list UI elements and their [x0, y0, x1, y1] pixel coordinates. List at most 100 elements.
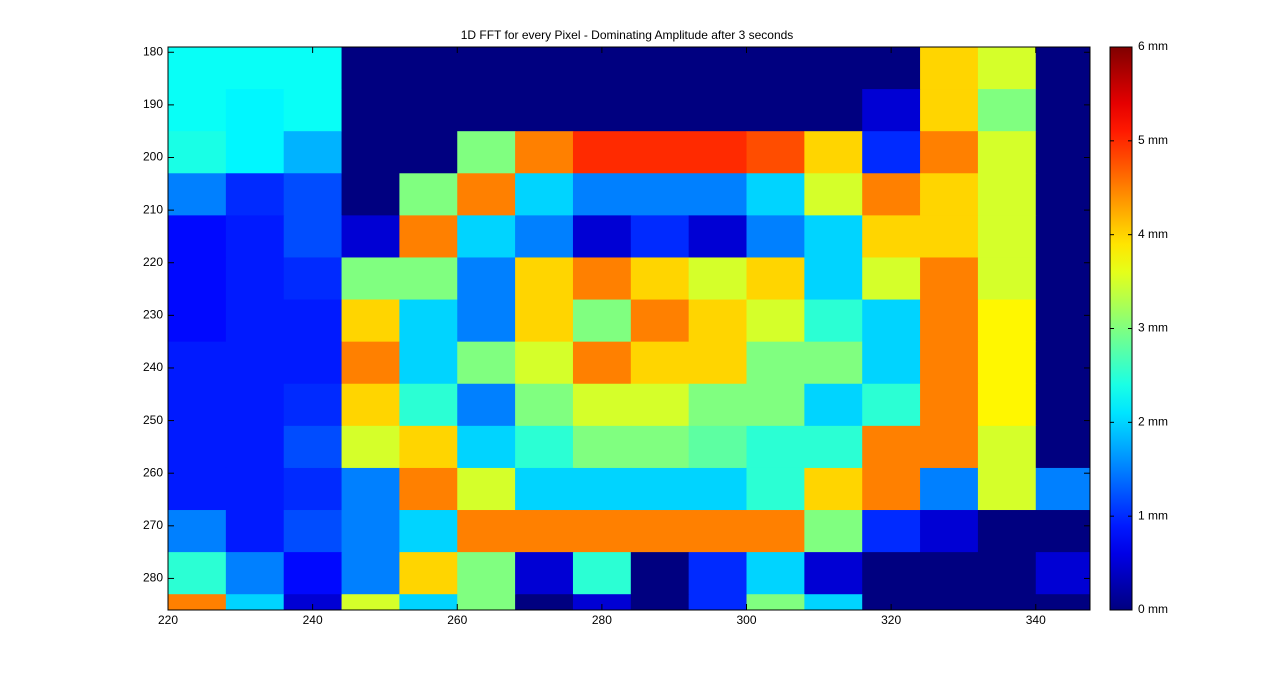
- colorbar-tick-label: 4 mm: [1138, 227, 1168, 241]
- heat-cell: [804, 257, 863, 301]
- heat-cell: [225, 594, 285, 611]
- heat-cell: [920, 89, 979, 132]
- heat-cell: [283, 47, 343, 90]
- heat-cell: [1035, 552, 1091, 595]
- heat-cell: [862, 510, 921, 553]
- heat-cell: [920, 131, 979, 174]
- heat-cell: [168, 552, 227, 595]
- heat-cell: [341, 215, 400, 258]
- heat-cell: [283, 467, 343, 511]
- heat-cell: [457, 299, 516, 343]
- heat-cell: [977, 47, 1037, 90]
- heat-cell: [746, 383, 805, 427]
- heat-cell: [977, 299, 1037, 343]
- heat-cell: [283, 89, 343, 132]
- x-tick-label: 340: [1026, 613, 1046, 627]
- heat-cell: [1035, 341, 1091, 385]
- colorbar-tick-label: 3 mm: [1138, 321, 1168, 335]
- heat-cell: [283, 383, 343, 427]
- heat-cell: [977, 594, 1037, 611]
- y-tick-label: 200: [143, 150, 163, 164]
- heat-cell: [1035, 257, 1091, 301]
- heat-cell: [283, 425, 343, 469]
- heat-cell: [630, 425, 690, 469]
- heat-cell: [746, 299, 805, 343]
- heat-cell: [341, 299, 400, 343]
- heat-cell: [168, 341, 227, 385]
- heat-cell: [399, 173, 458, 216]
- heat-cell: [804, 383, 863, 427]
- heat-cell: [225, 383, 285, 427]
- heat-cell: [688, 467, 748, 511]
- heat-cell: [977, 173, 1037, 216]
- plot-frame: [167, 46, 1091, 611]
- heat-cell: [283, 215, 343, 258]
- heat-cell: [225, 215, 285, 258]
- heat-cell: [457, 510, 516, 553]
- heat-cell: [1035, 510, 1091, 553]
- heat-cell: [515, 47, 574, 90]
- heat-cell: [399, 257, 458, 301]
- heat-cell: [515, 131, 574, 174]
- heat-cell: [457, 215, 516, 258]
- heat-cell: [746, 47, 805, 90]
- heat-cell: [457, 594, 516, 611]
- heat-cell: [283, 594, 343, 611]
- heat-cell: [457, 47, 516, 90]
- heat-cell: [688, 299, 748, 343]
- heat-cell: [225, 425, 285, 469]
- heat-cell: [457, 341, 516, 385]
- heat-cell: [515, 257, 574, 301]
- heat-cell: [746, 215, 805, 258]
- heat-cell: [283, 131, 343, 174]
- heat-cell: [341, 510, 400, 553]
- heat-cell: [804, 510, 863, 553]
- heat-cell: [630, 299, 690, 343]
- heat-cell: [746, 257, 805, 301]
- y-tick-label: 250: [143, 413, 163, 427]
- heat-cell: [688, 425, 748, 469]
- colorbar-tick-label: 0 mm: [1138, 602, 1168, 616]
- heat-cell: [977, 89, 1037, 132]
- heat-cell: [862, 173, 921, 216]
- heat-cell: [688, 552, 748, 595]
- heat-cell: [341, 383, 400, 427]
- heat-cell: [746, 552, 805, 595]
- heat-cell: [688, 47, 748, 90]
- heat-cell: [572, 467, 632, 511]
- heat-cell: [225, 89, 285, 132]
- heat-cell: [688, 341, 748, 385]
- heat-cell: [1035, 47, 1091, 90]
- heat-cell: [283, 257, 343, 301]
- heat-cell: [515, 594, 574, 611]
- heat-cell: [341, 173, 400, 216]
- heat-cell: [746, 425, 805, 469]
- heat-cell: [688, 131, 748, 174]
- heat-cell: [977, 383, 1037, 427]
- heat-cell: [572, 425, 632, 469]
- heat-cell: [920, 552, 979, 595]
- heat-cell: [572, 552, 632, 595]
- heat-cell: [804, 47, 863, 90]
- colorbar-tick-label: 6 mm: [1138, 39, 1168, 53]
- heat-cell: [399, 341, 458, 385]
- heat-cell: [515, 467, 574, 511]
- heat-cell: [920, 425, 979, 469]
- heat-cell: [572, 215, 632, 258]
- heat-cell: [515, 383, 574, 427]
- heat-cell: [283, 510, 343, 553]
- heat-cell: [688, 510, 748, 553]
- heat-cell: [804, 341, 863, 385]
- heat-cell: [399, 552, 458, 595]
- heat-cell: [1035, 299, 1091, 343]
- heat-cell: [399, 47, 458, 90]
- heat-cell: [572, 299, 632, 343]
- heat-cell: [572, 510, 632, 553]
- heat-cell: [688, 89, 748, 132]
- heat-cell: [746, 594, 805, 611]
- heat-cell: [515, 299, 574, 343]
- heat-cell: [630, 89, 690, 132]
- heat-cell: [399, 89, 458, 132]
- heat-cell: [168, 257, 227, 301]
- heat-cell: [688, 594, 748, 611]
